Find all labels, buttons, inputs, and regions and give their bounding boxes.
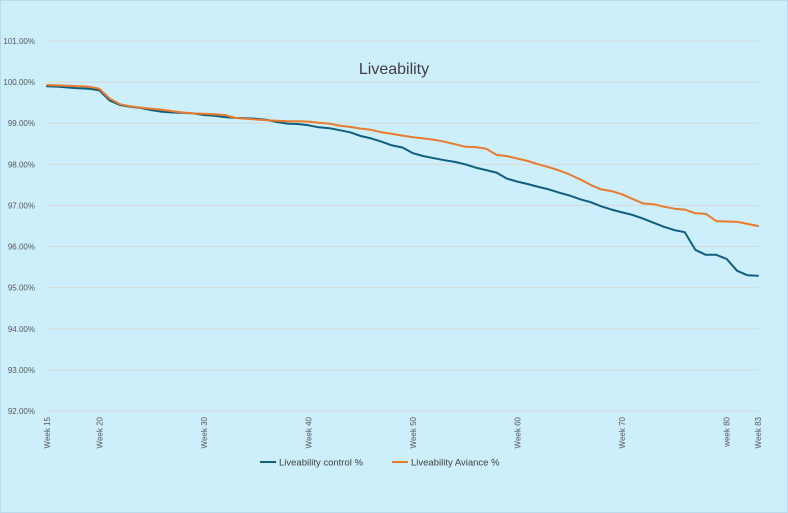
data-series xyxy=(46,84,759,277)
legend-label: Liveability control % xyxy=(279,458,364,469)
y-tick-label: 96.00% xyxy=(8,243,35,252)
legend: Liveability control % Liveability Aviance… xyxy=(260,458,500,469)
x-tick-label: Week 50 xyxy=(409,416,418,448)
y-tick-label: 94.00% xyxy=(8,325,35,334)
y-tick-label: 100.00% xyxy=(3,78,35,87)
x-axis-tick-labels: Week 15 Week 20 Week 30 Week 40 Week 50 Week … xyxy=(43,416,763,448)
y-tick-label: 93.00% xyxy=(8,366,35,375)
x-tick-label: Week 83 xyxy=(754,416,763,448)
x-tick-label: Week 40 xyxy=(304,416,313,448)
series-line-control xyxy=(46,85,759,277)
legend-label: Liveability Aviance % xyxy=(411,458,500,469)
x-tick-label: Week 30 xyxy=(200,416,209,448)
y-axis-tick-labels: 92.00% 93.00% 94.00% 95.00% 96.00% 97.00% 98.0… xyxy=(3,37,35,416)
x-tick-label: week 80 xyxy=(723,416,732,447)
chart-title: Liveability xyxy=(359,61,429,78)
y-tick-label: 98.00% xyxy=(8,160,35,169)
y-tick-label: 97.00% xyxy=(8,201,35,210)
y-tick-label: 101.00% xyxy=(3,37,35,46)
series-line-aviance xyxy=(46,84,759,227)
y-tick-label: 92.00% xyxy=(8,407,35,416)
gridlines xyxy=(47,40,758,412)
y-tick-label: 95.00% xyxy=(8,284,35,293)
x-tick-label: Week 20 xyxy=(95,416,104,448)
x-tick-label: Week 15 xyxy=(43,416,52,448)
x-tick-label: Week 70 xyxy=(618,416,627,448)
y-tick-label: 99.00% xyxy=(8,119,35,128)
x-tick-label: Week 60 xyxy=(514,416,523,448)
